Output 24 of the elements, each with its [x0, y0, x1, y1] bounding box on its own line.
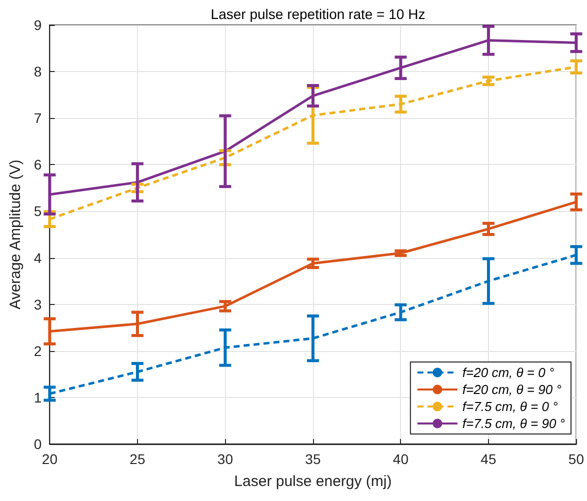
x-tick-label: 50: [568, 451, 584, 467]
y-tick-label: 1: [34, 389, 42, 406]
y-tick-label: 2: [34, 342, 42, 359]
chart-title: Laser pulse repetition rate = 10 Hz: [210, 6, 426, 22]
y-tick-label: 4: [34, 250, 42, 266]
x-tick-label: 25: [130, 451, 146, 467]
y-axis-title: Average Amplitude (V): [7, 160, 24, 310]
x-tick-label: 40: [392, 451, 409, 467]
x-tick-label: 20: [42, 451, 58, 467]
x-tick-label: 45: [480, 451, 496, 467]
legend-label: f=7.5 cm, θ = 90 °: [462, 416, 565, 431]
legend-label: f=20 cm, θ = 0 °: [462, 365, 554, 380]
x-tick-label: 35: [305, 451, 321, 467]
y-tick-label: 8: [34, 64, 42, 80]
y-tick-label: 3: [34, 296, 42, 312]
x-tick-label: 30: [217, 451, 234, 467]
y-tick-label: 9: [34, 17, 42, 33]
y-tick-label: 7: [34, 110, 42, 126]
y-tick-label: 0: [34, 436, 42, 452]
x-axis-title: Laser pulse energy (mj): [234, 473, 392, 490]
legend-label: f=7.5 cm, θ = 0 °: [462, 399, 558, 414]
legend-label: f=20 cm, θ = 90 °: [462, 382, 562, 397]
y-tick-label: 6: [34, 156, 42, 173]
y-tick-label: 5: [34, 203, 42, 220]
